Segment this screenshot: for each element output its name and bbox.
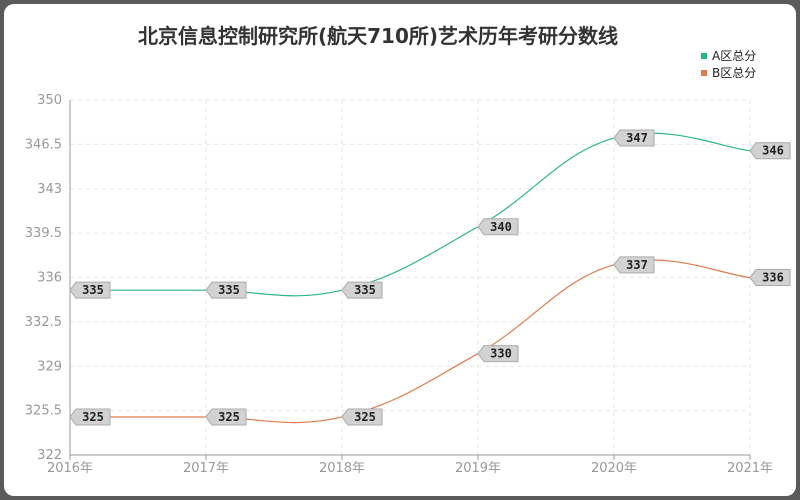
axes: 322 325.5 329 332.5 336 339.5 343 346.5 350 2016年… [25,93,773,476]
data-label: 335 [341,281,383,299]
chart-title: 北京信息控制研究所(航天710所)艺术历年考研分数线 [138,24,618,48]
series-line-b [70,259,751,424]
grid-lines [69,99,751,456]
legend-label: A区总分 [712,49,756,63]
legend-swatch [701,70,707,76]
data-label: 335 [205,281,247,299]
x-tick-label: 2020年 [591,461,637,476]
data-label: 330 [477,345,519,363]
data-label-value: 330 [490,347,512,361]
data-label-value: 336 [762,271,784,285]
legend-label: B区总分 [712,66,756,80]
data-label-tag [613,129,655,147]
data-label: 347 [613,129,655,147]
data-label: 335 [69,281,111,299]
data-label-tag [69,408,111,426]
data-label-value: 346 [762,144,784,158]
data-label-value: 335 [82,283,104,297]
data-label-value: 325 [218,410,240,424]
y-tick-label: 346.5 [25,137,62,152]
chart-card [4,4,796,496]
data-label: 336 [749,269,791,286]
y-tick-label: 336 [37,271,62,286]
data-label: 337 [613,256,655,274]
legend: A区总分 B区总分 [690,44,776,84]
data-label: 346 [749,142,791,160]
y-tick-label: 329 [37,359,62,374]
x-tick-label: 2018年 [319,461,365,476]
x-tick-label: 2021年 [727,461,773,476]
y-tick-label: 332.5 [25,315,62,330]
x-tick-label: 2019年 [455,461,501,476]
y-tick-label: 339.5 [25,226,62,241]
x-tick-label: 2016年 [47,461,93,476]
data-label-tag [341,408,383,426]
data-label-value: 347 [626,131,648,145]
data-label-tag [477,218,519,236]
data-label-tag [477,345,519,363]
data-label: 340 [477,218,519,236]
data-label-value: 335 [354,283,376,297]
data-label: 325 [205,408,247,426]
data-label-tag [69,281,111,299]
data-label-value: 335 [218,283,240,297]
legend-box [690,44,776,84]
data-label-value: 325 [82,410,104,424]
legend-swatch [701,53,707,59]
y-tick-label: 350 [37,93,62,108]
data-label-tag [749,269,791,286]
y-tick-label: 322 [37,448,62,463]
data-label-value: 325 [354,410,376,424]
data-label-tag [749,142,791,160]
y-tick-label: 343 [37,182,62,197]
data-label-value: 340 [490,220,512,234]
data-label: 325 [341,408,383,426]
data-labels: 335 335 335 340 347 346 325 325 325 330 337 336 [69,129,791,426]
data-label-tag [205,408,247,426]
data-label-tag [341,281,383,299]
y-tick-label: 325.5 [25,404,62,419]
data-label: 325 [69,408,111,426]
data-label-value: 337 [626,258,648,272]
data-label-tag [613,256,655,274]
x-tick-label: 2017年 [183,461,229,476]
data-label-tag [205,281,247,299]
